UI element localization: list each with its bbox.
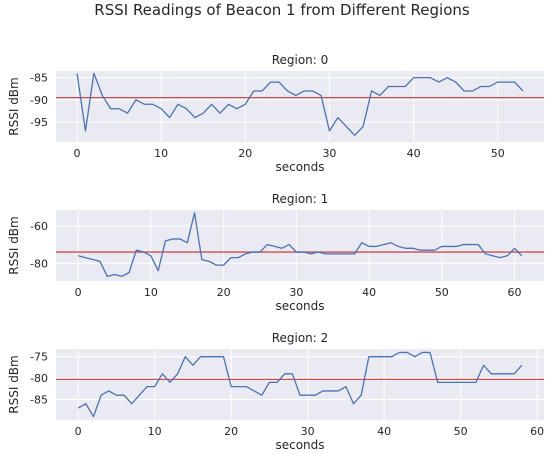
subplot-title: Region: 2 — [272, 331, 329, 345]
subplot-region-0: 0 10 20 30 40 50 -85 -90 -95 Region: 0 seconds RSSI… — [7, 53, 544, 174]
subplot-title: Region: 1 — [272, 192, 329, 206]
rssi-series-line — [78, 212, 523, 277]
x-tick-label: 0 — [75, 425, 82, 438]
x-tick-label: 50 — [435, 286, 449, 299]
y-axis-label: RSSI dBm — [7, 77, 21, 135]
x-tick-label: 30 — [301, 425, 315, 438]
x-tick-label: 0 — [75, 286, 82, 299]
subplot-region-2: 0 10 20 30 40 50 60 -75 -80 -85 Region: 2 seconds RS… — [7, 331, 544, 452]
x-tick-label: 10 — [148, 425, 162, 438]
rssi-series-line — [76, 72, 524, 136]
x-tick-label: 50 — [454, 425, 468, 438]
x-tick-label: 10 — [144, 286, 158, 299]
x-axis-label: seconds — [275, 299, 324, 313]
y-axis-label: RSSI dBm — [7, 355, 21, 413]
y-tick-label: -60 — [30, 220, 48, 233]
x-axis-label: seconds — [275, 438, 324, 452]
subplot-title: Region: 0 — [272, 53, 329, 67]
x-tick-label: 50 — [491, 147, 505, 160]
x-tick-label: 40 — [377, 425, 391, 438]
y-tick-label: -85 — [30, 72, 48, 85]
rssi-series-line — [77, 351, 523, 418]
x-tick-label: 30 — [322, 147, 336, 160]
subplot-region-1: 0 10 20 30 40 50 60 -60 -80 Region: 1 seconds RSSI … — [7, 192, 544, 313]
x-tick-label: 10 — [154, 147, 168, 160]
x-tick-label: 30 — [289, 286, 303, 299]
x-tick-label: 20 — [224, 425, 238, 438]
x-tick-label: 60 — [530, 425, 544, 438]
x-tick-label: 40 — [362, 286, 376, 299]
y-axis-label: RSSI dBm — [7, 216, 21, 274]
y-tick-label: -80 — [30, 372, 48, 385]
x-tick-label: 20 — [238, 147, 252, 160]
x-axis-label: seconds — [275, 160, 324, 174]
x-tick-label: 20 — [217, 286, 231, 299]
x-tick-label: 40 — [407, 147, 421, 160]
x-tick-label: 0 — [74, 147, 81, 160]
x-tick-label: 60 — [508, 286, 522, 299]
plot-area — [56, 71, 544, 142]
y-tick-label: -75 — [30, 351, 48, 364]
y-tick-label: -80 — [30, 257, 48, 270]
plot-area — [56, 210, 544, 281]
y-tick-label: -85 — [30, 393, 48, 406]
y-tick-label: -90 — [30, 94, 48, 107]
plot-area — [56, 349, 544, 420]
figure-title: RSSI Readings of Beacon 1 from Different… — [94, 1, 470, 19]
y-tick-label: -95 — [30, 116, 48, 129]
